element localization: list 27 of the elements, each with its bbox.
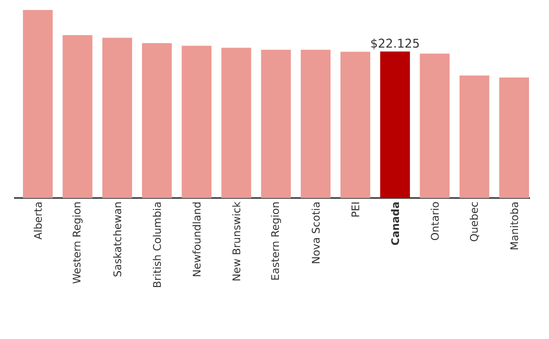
x-tick-label: Saskatchewan bbox=[113, 202, 122, 276]
bar bbox=[62, 35, 92, 198]
x-tick-label: PEI bbox=[352, 202, 360, 217]
bar bbox=[420, 54, 450, 198]
bar bbox=[261, 50, 291, 198]
x-tick-label: Eastern Region bbox=[270, 202, 282, 280]
bar bbox=[182, 46, 212, 198]
x-tick-label: Newfoundland bbox=[192, 202, 201, 276]
data-label: $22.125 bbox=[371, 38, 419, 50]
x-tick-label: Nova Scotia bbox=[312, 202, 320, 264]
x-tick-label: Alberta bbox=[34, 202, 42, 240]
x-tick-label: Quebec bbox=[470, 202, 480, 242]
x-tick-label: British Columbia bbox=[152, 202, 161, 287]
bar bbox=[380, 52, 410, 198]
x-tick-label: Ontario bbox=[430, 202, 439, 240]
bar bbox=[460, 76, 490, 198]
bar bbox=[22, 10, 53, 198]
x-tick-label: Western Region bbox=[72, 202, 83, 284]
bar bbox=[340, 52, 370, 198]
bar bbox=[221, 48, 252, 198]
bar bbox=[300, 50, 331, 198]
x-tick-label: Canada bbox=[390, 202, 400, 245]
x-tick-label: New Brunswick bbox=[232, 202, 240, 280]
bar bbox=[102, 38, 132, 198]
bar bbox=[142, 43, 172, 198]
bar bbox=[499, 78, 530, 198]
x-tick-label: Manitoba bbox=[510, 202, 518, 250]
